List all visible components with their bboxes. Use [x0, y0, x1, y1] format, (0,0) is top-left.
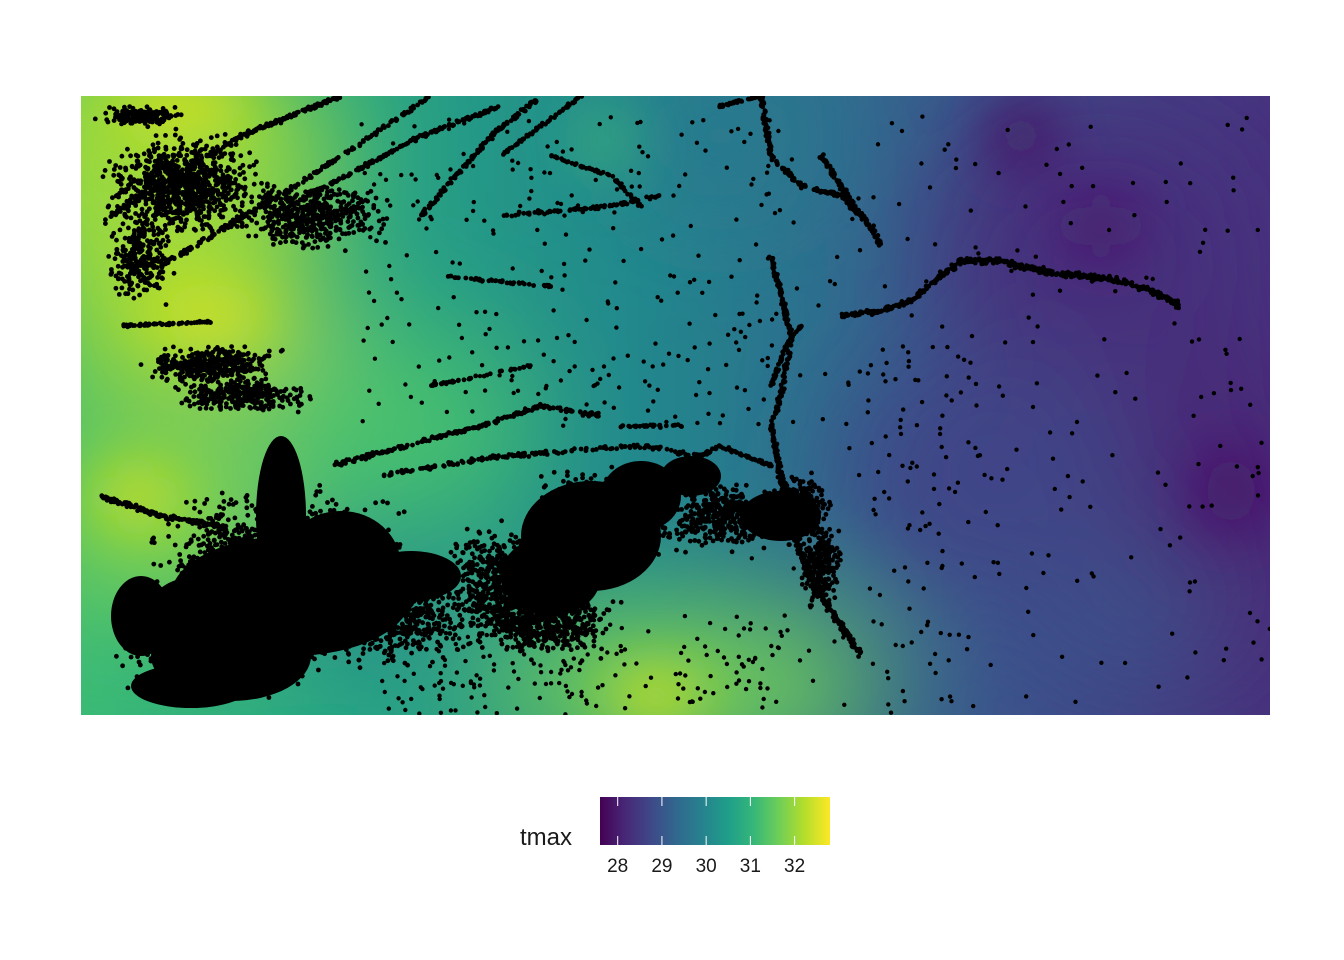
temperature-raster-map: [81, 96, 1270, 715]
legend-colorbar: [600, 797, 830, 845]
legend-tick-label: 30: [695, 856, 717, 877]
legend-title: tmax: [520, 824, 573, 851]
observation-points: [92, 96, 1270, 715]
legend-tick-label: 29: [651, 856, 673, 877]
legend-tick-label: 32: [784, 856, 806, 877]
map-panel: [81, 96, 1270, 715]
legend-tick-label: 28: [607, 856, 629, 877]
legend-tick-label: 31: [739, 856, 761, 877]
